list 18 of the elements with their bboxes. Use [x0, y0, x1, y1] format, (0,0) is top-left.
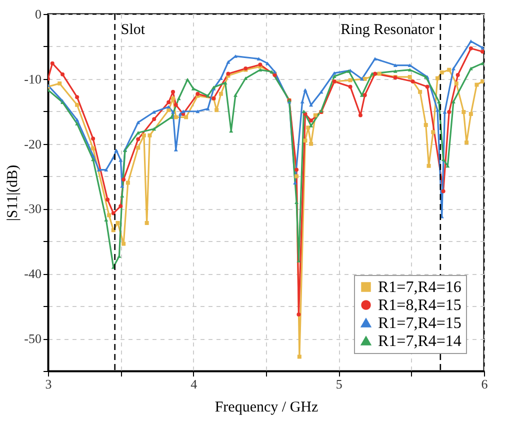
- x-tick-label: 3: [45, 376, 52, 392]
- y-tick-label: 0: [35, 6, 42, 22]
- legend-label: R1=7,R4=14: [378, 333, 462, 350]
- y-axis-title: |S11|(dB): [5, 164, 22, 222]
- legend-label: R1=7,R4=16: [378, 279, 462, 296]
- y-tick-label: -20: [24, 136, 42, 152]
- legend-label: R1=7,R4=15: [378, 315, 462, 332]
- y-tick-label: -50: [24, 331, 42, 346]
- legend-label: R1=8,R4=15: [378, 297, 462, 314]
- x-axis-title: Frequency / GHz: [214, 400, 318, 416]
- x-tick-label: 4: [190, 376, 198, 392]
- ref-line-label: Ring Resonator: [340, 22, 434, 38]
- y-tick-label: -30: [24, 201, 42, 216]
- y-tick-label: -10: [24, 71, 42, 86]
- y-tick-label: -40: [24, 266, 42, 282]
- x-tick-label: 6: [481, 376, 488, 392]
- ref-line-label: Slot: [120, 22, 146, 38]
- x-tick-label: 5: [336, 376, 342, 392]
